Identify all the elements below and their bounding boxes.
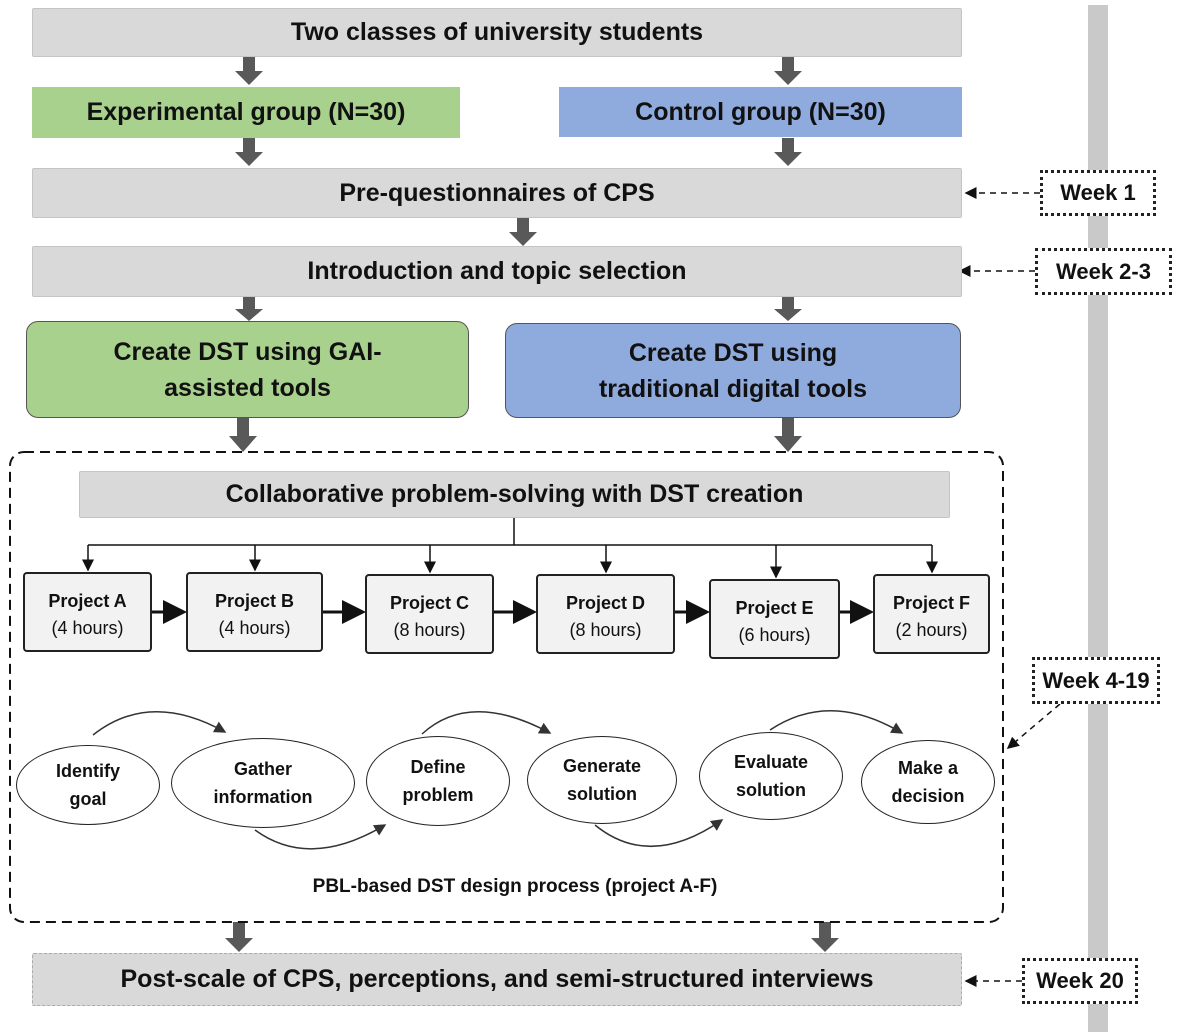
pre-questionnaire-box: Pre-questionnaires of CPS: [32, 168, 962, 218]
arrow-down: [774, 57, 802, 85]
step-label: Evaluate solution: [733, 752, 809, 800]
week-label: Week 1: [1040, 170, 1156, 216]
project-f: Project F (2 hours): [873, 574, 990, 654]
arrow-down: [225, 922, 253, 952]
control-group-box: Control group (N=30): [559, 87, 962, 137]
project-hours: (2 hours): [895, 620, 968, 640]
arrow-down: [235, 297, 263, 321]
step-label: Generate solution: [562, 756, 642, 804]
step-label: Define problem: [402, 757, 474, 805]
project-name: Project C: [389, 593, 470, 613]
flow-arrows: [225, 57, 839, 952]
project-hours: (6 hours): [738, 625, 811, 645]
step-gather-information: Gather information: [171, 738, 355, 828]
arrow-down: [811, 922, 839, 952]
arrow-down: [774, 418, 802, 452]
step-label: Make a decision: [891, 758, 965, 806]
project-name: Project E: [735, 598, 814, 618]
arrow-down: [774, 138, 802, 166]
arrow-down: [774, 297, 802, 321]
step-label: Identify goal: [55, 761, 120, 809]
week-label: Week 2-3: [1035, 248, 1172, 295]
step-generate-solution: Generate solution: [527, 736, 677, 824]
project-c: Project C (8 hours): [365, 574, 494, 654]
branch-lines: [82, 518, 938, 579]
step-make-decision: Make a decision: [861, 740, 995, 824]
step-label: Gather information: [213, 759, 313, 807]
step-evaluate-solution: Evaluate solution: [699, 732, 843, 820]
project-hours: (4 hours): [51, 618, 124, 638]
week-pointers: [958, 187, 1061, 987]
project-hours: (8 hours): [569, 620, 642, 640]
project-b: Project B (4 hours): [186, 572, 323, 652]
process-caption: PBL-based DST design process (project A-…: [312, 876, 718, 897]
post-assessment-box: Post-scale of CPS, perceptions, and semi…: [32, 953, 962, 1006]
project-hours: (4 hours): [218, 618, 291, 638]
arrow-down: [235, 57, 263, 85]
project-name: Project B: [214, 591, 295, 611]
step-identify-goal: Identify goal: [16, 745, 160, 825]
traditional-condition-box: Create DST using traditional digital too…: [505, 323, 961, 418]
step-define-problem: Define problem: [366, 736, 510, 826]
collaborative-box: Collaborative problem-solving with DST c…: [79, 471, 950, 518]
arrow-down: [235, 138, 263, 166]
experimental-group-box: Experimental group (N=30): [32, 87, 460, 138]
project-name: Project D: [565, 593, 646, 613]
project-a: Project A (4 hours): [23, 572, 152, 652]
participants-box: Two classes of university students: [32, 8, 962, 57]
week-label: Week 20: [1022, 958, 1138, 1004]
introduction-box: Introduction and topic selection: [32, 246, 962, 297]
project-phase-container: [9, 451, 1004, 923]
arrow-down: [229, 418, 257, 452]
process-curved-arrows: [92, 710, 904, 850]
project-name: Project F: [892, 593, 971, 613]
project-d: Project D (8 hours): [536, 574, 675, 654]
project-name: Project A: [48, 591, 127, 611]
arrow-down: [509, 218, 537, 246]
week-label: Week 4-19: [1032, 657, 1160, 704]
gai-condition-box: Create DST using GAI-assisted tools: [26, 321, 469, 418]
project-e: Project E (6 hours): [709, 579, 840, 659]
project-hours: (8 hours): [393, 620, 466, 640]
